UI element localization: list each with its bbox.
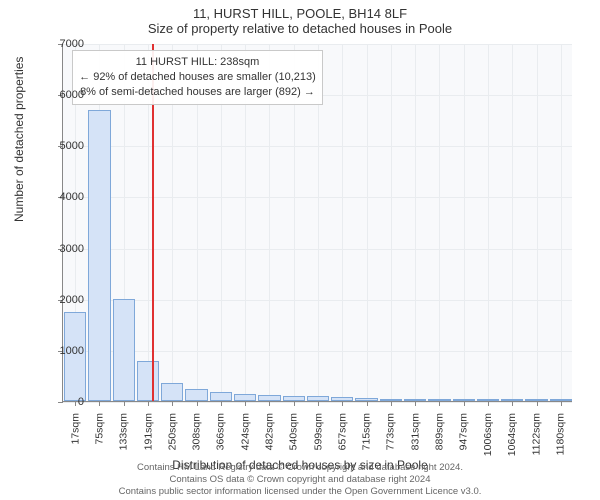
gridline-v xyxy=(439,44,440,401)
xtick-label: 889sqm xyxy=(433,413,445,450)
xtick-mark xyxy=(124,401,125,406)
xtick-mark xyxy=(99,401,100,406)
gridline-v xyxy=(561,44,562,401)
xtick-label: 1122sqm xyxy=(531,413,543,455)
xtick-label: 1180sqm xyxy=(555,413,567,455)
histogram-bar xyxy=(355,398,377,401)
ytick-label: 6000 xyxy=(60,89,84,101)
gridline-v xyxy=(512,44,513,401)
ytick-label: 7000 xyxy=(60,38,84,50)
ytick-label: 2000 xyxy=(60,294,84,306)
histogram-bar xyxy=(283,396,305,401)
xtick-label: 250sqm xyxy=(166,413,178,450)
xtick-mark xyxy=(245,401,246,406)
xtick-mark xyxy=(221,401,222,406)
histogram-bar xyxy=(331,397,353,401)
footer-line-1: Contains HM Land Registry data © Crown c… xyxy=(0,462,600,474)
histogram-bar xyxy=(258,395,280,401)
xtick-label: 17sqm xyxy=(69,413,81,445)
histogram-bar xyxy=(161,383,183,401)
histogram-bar xyxy=(404,399,426,401)
xtick-label: 540sqm xyxy=(288,413,300,450)
annotation-line-1: 11 HURST HILL: 238sqm xyxy=(79,55,316,70)
xtick-label: 1006sqm xyxy=(482,413,494,456)
gridline-v xyxy=(367,44,368,401)
page-title: 11, HURST HILL, POOLE, BH14 8LF xyxy=(0,0,600,21)
xtick-mark xyxy=(512,401,513,406)
plot-area: 17sqm75sqm133sqm191sqm250sqm308sqm366sqm… xyxy=(62,44,572,402)
xtick-label: 715sqm xyxy=(361,413,373,450)
ytick-label: 4000 xyxy=(60,191,84,203)
ytick-mark xyxy=(58,402,63,403)
histogram-bar xyxy=(307,396,329,401)
xtick-mark xyxy=(342,401,343,406)
page-subtitle: Size of property relative to detached ho… xyxy=(0,21,600,40)
histogram-bar xyxy=(428,399,450,401)
histogram-bar xyxy=(88,110,110,402)
gridline-v xyxy=(391,44,392,401)
xtick-label: 366sqm xyxy=(215,413,227,450)
xtick-mark xyxy=(197,401,198,406)
xtick-mark xyxy=(561,401,562,406)
histogram-bar xyxy=(234,394,256,401)
chart-footer: Contains HM Land Registry data © Crown c… xyxy=(0,462,600,498)
xtick-label: 1064sqm xyxy=(506,413,518,456)
histogram-bar xyxy=(113,299,135,401)
annotation-box: 11 HURST HILL: 238sqm ← 92% of detached … xyxy=(72,50,323,105)
xtick-label: 424sqm xyxy=(239,413,251,450)
footer-line-2: Contains OS data © Crown copyright and d… xyxy=(0,474,600,486)
ytick-label: 3000 xyxy=(60,243,84,255)
xtick-label: 75sqm xyxy=(93,413,105,445)
xtick-mark xyxy=(172,401,173,406)
histogram-bar xyxy=(550,399,572,401)
xtick-mark xyxy=(391,401,392,406)
xtick-label: 947sqm xyxy=(458,413,470,450)
xtick-mark xyxy=(464,401,465,406)
xtick-label: 308sqm xyxy=(191,413,203,450)
xtick-label: 831sqm xyxy=(409,413,421,450)
xtick-mark xyxy=(439,401,440,406)
ytick-label: 5000 xyxy=(60,140,84,152)
xtick-mark xyxy=(148,401,149,406)
histogram-bar xyxy=(525,399,547,401)
gridline-v xyxy=(464,44,465,401)
xtick-mark xyxy=(537,401,538,406)
xtick-label: 482sqm xyxy=(263,413,275,450)
histogram-bar xyxy=(380,399,402,401)
gridline-v xyxy=(415,44,416,401)
xtick-mark xyxy=(294,401,295,406)
annotation-line-3: 8% of semi-detached houses are larger (8… xyxy=(79,85,316,100)
xtick-mark xyxy=(75,401,76,406)
chart-container: 17sqm75sqm133sqm191sqm250sqm308sqm366sqm… xyxy=(62,44,572,402)
histogram-bar xyxy=(185,389,207,401)
histogram-bar xyxy=(137,361,159,401)
xtick-mark xyxy=(415,401,416,406)
xtick-mark xyxy=(367,401,368,406)
histogram-bar xyxy=(501,399,523,401)
gridline-v xyxy=(537,44,538,401)
histogram-bar xyxy=(477,399,499,401)
y-axis-label: Number of detached properties xyxy=(12,57,26,222)
xtick-label: 599sqm xyxy=(312,413,324,450)
annotation-line-2: ← 92% of detached houses are smaller (10… xyxy=(79,70,316,85)
xtick-label: 133sqm xyxy=(118,413,130,450)
xtick-mark xyxy=(269,401,270,406)
xtick-mark xyxy=(318,401,319,406)
footer-line-3: Contains public sector information licen… xyxy=(0,486,600,498)
ytick-label: 0 xyxy=(78,396,84,408)
gridline-v xyxy=(342,44,343,401)
xtick-mark xyxy=(488,401,489,406)
ytick-label: 1000 xyxy=(60,345,84,357)
xtick-label: 657sqm xyxy=(336,413,348,450)
xtick-label: 773sqm xyxy=(385,413,397,450)
xtick-label: 191sqm xyxy=(142,413,154,450)
gridline-v xyxy=(488,44,489,401)
histogram-bar xyxy=(210,392,232,401)
histogram-bar xyxy=(453,399,475,401)
